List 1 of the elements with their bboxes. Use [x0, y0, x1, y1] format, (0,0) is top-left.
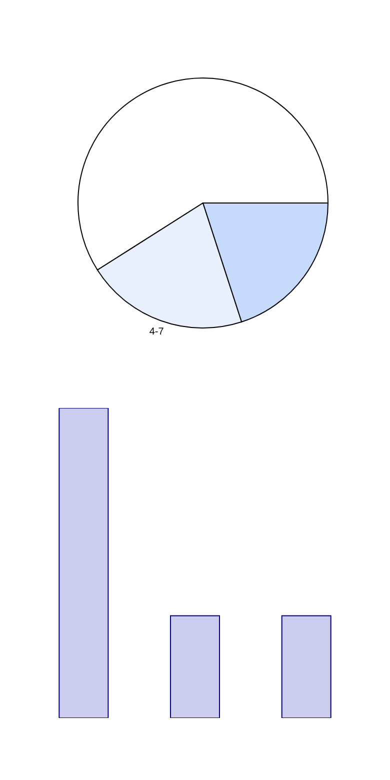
slice-label: 4-7	[149, 326, 164, 338]
